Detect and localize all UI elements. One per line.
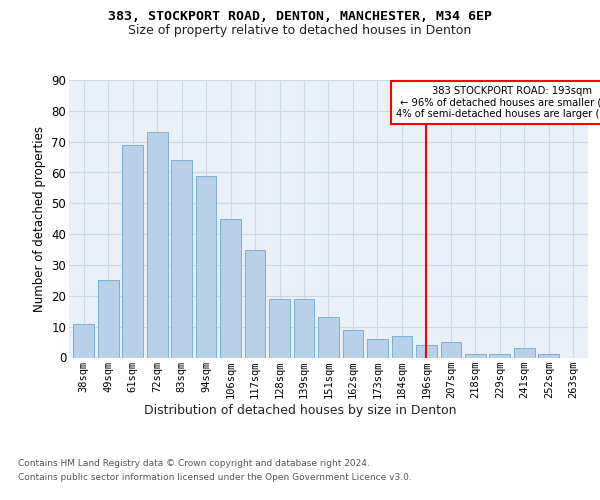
Text: Contains public sector information licensed under the Open Government Licence v3: Contains public sector information licen… [18, 472, 412, 482]
Bar [122, 145, 143, 358]
Text: 383 STOCKPORT ROAD: 193sqm
← 96% of detached houses are smaller (450)
4% of semi: 383 STOCKPORT ROAD: 193sqm ← 96% of deta… [397, 86, 600, 120]
Bar [465, 354, 486, 358]
Bar [220, 219, 241, 358]
Bar [490, 354, 510, 358]
Text: Size of property relative to detached houses in Denton: Size of property relative to detached ho… [128, 24, 472, 37]
Bar [514, 348, 535, 358]
Text: 383, STOCKPORT ROAD, DENTON, MANCHESTER, M34 6EP: 383, STOCKPORT ROAD, DENTON, MANCHESTER,… [108, 10, 492, 23]
Text: Contains HM Land Registry data © Crown copyright and database right 2024.: Contains HM Land Registry data © Crown c… [18, 459, 370, 468]
Bar [293, 299, 314, 358]
Bar [73, 324, 94, 358]
Bar [196, 176, 217, 358]
Bar [440, 342, 461, 357]
Bar [245, 250, 265, 358]
Bar [98, 280, 119, 357]
Bar [343, 330, 364, 357]
Y-axis label: Number of detached properties: Number of detached properties [33, 126, 46, 312]
Bar [318, 318, 339, 358]
Bar [269, 299, 290, 358]
Bar [416, 345, 437, 358]
Text: Distribution of detached houses by size in Denton: Distribution of detached houses by size … [144, 404, 456, 417]
Bar [147, 132, 167, 358]
Bar [538, 354, 559, 358]
Bar [367, 339, 388, 357]
Bar [392, 336, 412, 357]
Bar [171, 160, 192, 358]
